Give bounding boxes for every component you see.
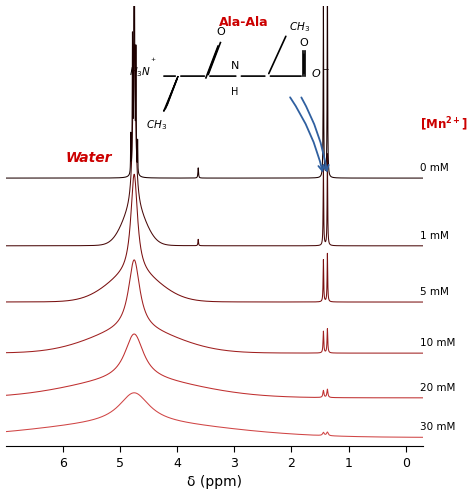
X-axis label: δ (ppm): δ (ppm) — [187, 475, 242, 490]
Text: 5 mM: 5 mM — [420, 287, 449, 297]
Text: 1 mM: 1 mM — [420, 231, 449, 241]
Text: 0 mM: 0 mM — [420, 163, 449, 173]
Text: 30 mM: 30 mM — [420, 422, 456, 433]
Text: 20 mM: 20 mM — [420, 383, 456, 393]
Text: 10 mM: 10 mM — [420, 338, 456, 348]
Text: Water: Water — [65, 151, 112, 165]
Text: $\mathbf{[Mn^{2+}]}$: $\mathbf{[Mn^{2+}]}$ — [420, 116, 468, 133]
